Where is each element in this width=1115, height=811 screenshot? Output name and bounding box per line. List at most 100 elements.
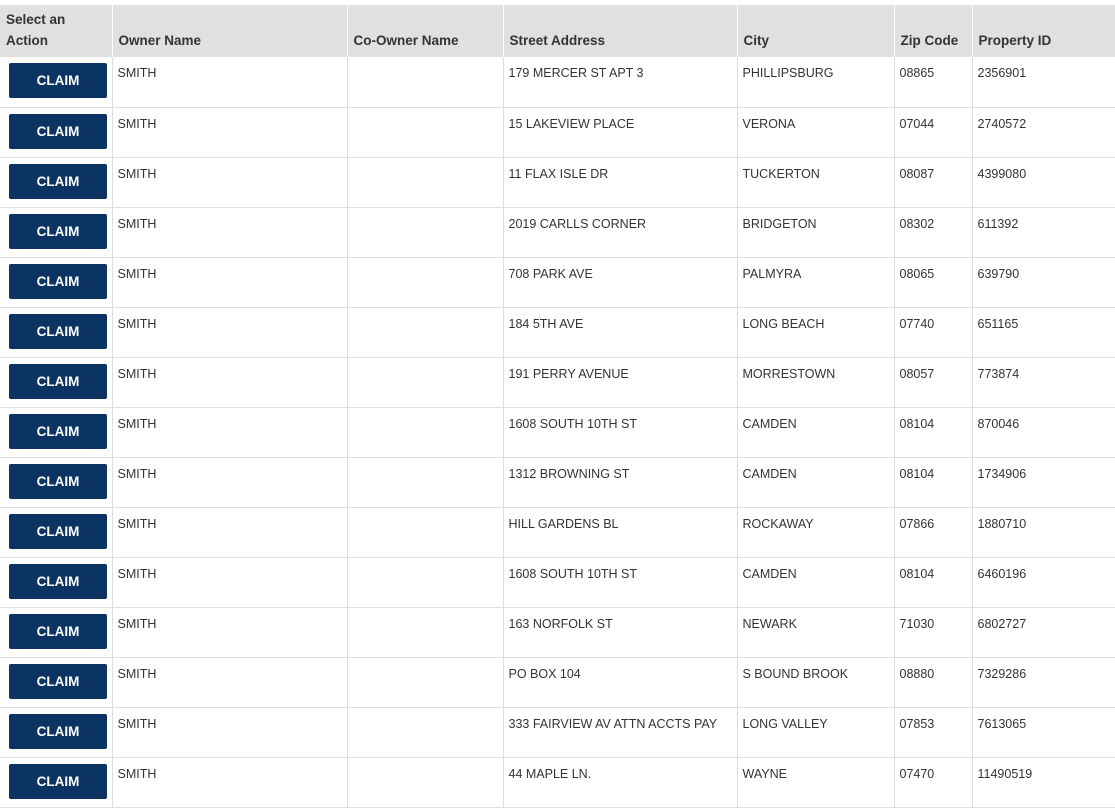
owner-name-cell: SMITH bbox=[112, 357, 348, 408]
street-address-cell: 191 PERRY AVENUE bbox=[503, 357, 738, 408]
city-cell: NEWARK bbox=[737, 607, 895, 658]
table-head: Select an Action Owner Name Co-Owner Name S… bbox=[0, 5, 1115, 57]
co-owner-name-cell bbox=[347, 557, 504, 608]
column-header: Property ID bbox=[972, 5, 1115, 57]
table-row: CLAIM SMITH 1608 SOUTH 10TH ST CAMDEN 08104 6… bbox=[0, 557, 1115, 608]
zip-code-cell: 08302 bbox=[894, 207, 973, 258]
owner-name-cell: SMITH bbox=[112, 57, 348, 108]
zip-code-cell: 07740 bbox=[894, 307, 973, 358]
street-address-cell: HILL GARDENS BL bbox=[503, 507, 738, 558]
city-cell: WAYNE bbox=[737, 757, 895, 808]
owner-name-cell: SMITH bbox=[112, 507, 348, 558]
table-row: CLAIM SMITH 191 PERRY AVENUE MORRESTOWN 0805… bbox=[0, 357, 1115, 408]
action-cell: CLAIM bbox=[0, 457, 113, 508]
claim-button[interactable]: CLAIM bbox=[9, 213, 107, 249]
claim-button[interactable]: CLAIM bbox=[9, 513, 107, 549]
city-cell: PHILLIPSBURG bbox=[737, 57, 895, 108]
co-owner-name-cell bbox=[347, 457, 504, 508]
street-address-cell: 15 LAKEVIEW PLACE bbox=[503, 107, 738, 158]
claim-button[interactable]: CLAIM bbox=[9, 363, 107, 399]
city-cell: BRIDGETON bbox=[737, 207, 895, 258]
claim-button[interactable]: CLAIM bbox=[9, 63, 107, 98]
claim-button[interactable]: CLAIM bbox=[9, 463, 107, 499]
claim-button[interactable]: CLAIM bbox=[9, 263, 107, 299]
table-row: CLAIM SMITH 163 NORFOLK ST NEWARK 71030 68027… bbox=[0, 607, 1115, 658]
zip-code-cell: 08104 bbox=[894, 557, 973, 608]
action-cell: CLAIM bbox=[0, 157, 113, 208]
street-address-cell: 11 FLAX ISLE DR bbox=[503, 157, 738, 208]
owner-name-cell: SMITH bbox=[112, 157, 348, 208]
table-row: CLAIM SMITH 184 5TH AVE LONG BEACH 07740 6511… bbox=[0, 307, 1115, 358]
zip-code-cell: 07866 bbox=[894, 507, 973, 558]
street-address-cell: 184 5TH AVE bbox=[503, 307, 738, 358]
zip-code-cell: 08104 bbox=[894, 407, 973, 458]
claim-button[interactable]: CLAIM bbox=[9, 713, 107, 749]
owner-name-cell: SMITH bbox=[112, 457, 348, 508]
claim-button[interactable]: CLAIM bbox=[9, 113, 107, 149]
zip-code-cell: 07853 bbox=[894, 707, 973, 758]
action-cell: CLAIM bbox=[0, 657, 113, 708]
action-cell: CLAIM bbox=[0, 207, 113, 258]
city-cell: TUCKERTON bbox=[737, 157, 895, 208]
claim-button[interactable]: CLAIM bbox=[9, 163, 107, 199]
claim-button[interactable]: CLAIM bbox=[9, 763, 107, 799]
street-address-cell: 1608 SOUTH 10TH ST bbox=[503, 557, 738, 608]
street-address-cell: 333 FAIRVIEW AV ATTN ACCTS PAY bbox=[503, 707, 738, 758]
co-owner-name-cell bbox=[347, 357, 504, 408]
street-address-cell: 708 PARK AVE bbox=[503, 257, 738, 308]
property-id-cell: 651165 bbox=[972, 307, 1115, 358]
property-id-cell: 7613065 bbox=[972, 707, 1115, 758]
property-id-cell: 639790 bbox=[972, 257, 1115, 308]
claim-button[interactable]: CLAIM bbox=[9, 413, 107, 449]
zip-code-cell: 08057 bbox=[894, 357, 973, 408]
action-cell: CLAIM bbox=[0, 757, 113, 808]
city-cell: CAMDEN bbox=[737, 407, 895, 458]
claim-button[interactable]: CLAIM bbox=[9, 663, 107, 699]
zip-code-cell: 07470 bbox=[894, 757, 973, 808]
co-owner-name-cell bbox=[347, 207, 504, 258]
zip-code-cell: 08065 bbox=[894, 257, 973, 308]
table-row: CLAIM SMITH 44 MAPLE LN. WAYNE 07470 11490519 bbox=[0, 757, 1115, 808]
owner-name-cell: SMITH bbox=[112, 707, 348, 758]
property-id-cell: 7329286 bbox=[972, 657, 1115, 708]
property-id-cell: 1880710 bbox=[972, 507, 1115, 558]
zip-code-cell: 07044 bbox=[894, 107, 973, 158]
table-row: CLAIM SMITH 179 MERCER ST APT 3 PHILLIPSBUR… bbox=[0, 57, 1115, 108]
co-owner-name-cell bbox=[347, 757, 504, 808]
table-row: CLAIM SMITH 1312 BROWNING ST CAMDEN 08104 173… bbox=[0, 457, 1115, 508]
claim-button[interactable]: CLAIM bbox=[9, 313, 107, 349]
property-id-cell: 870046 bbox=[972, 407, 1115, 458]
action-cell: CLAIM bbox=[0, 257, 113, 308]
property-id-cell: 2356901 bbox=[972, 57, 1115, 108]
column-header: Co-Owner Name bbox=[347, 5, 504, 57]
zip-code-cell: 71030 bbox=[894, 607, 973, 658]
city-cell: MORRESTOWN bbox=[737, 357, 895, 408]
property-id-cell: 1734906 bbox=[972, 457, 1115, 508]
property-id-cell: 773874 bbox=[972, 357, 1115, 408]
action-cell: CLAIM bbox=[0, 607, 113, 658]
street-address-cell: 1312 BROWNING ST bbox=[503, 457, 738, 508]
table-body: CLAIM SMITH 179 MERCER ST APT 3 PHILLIPSBUR… bbox=[0, 57, 1115, 808]
zip-code-cell: 08104 bbox=[894, 457, 973, 508]
column-header: Street Address bbox=[503, 5, 738, 57]
city-cell: ROCKAWAY bbox=[737, 507, 895, 558]
column-header: Zip Code bbox=[894, 5, 973, 57]
claim-button[interactable]: CLAIM bbox=[9, 613, 107, 649]
property-id-cell: 11490519 bbox=[972, 757, 1115, 808]
table-row: CLAIM SMITH 11 FLAX ISLE DR TUCKERTON 08087 4… bbox=[0, 157, 1115, 208]
co-owner-name-cell bbox=[347, 307, 504, 358]
owner-name-cell: SMITH bbox=[112, 657, 348, 708]
property-id-cell: 611392 bbox=[972, 207, 1115, 258]
owner-name-cell: SMITH bbox=[112, 757, 348, 808]
street-address-cell: 179 MERCER ST APT 3 bbox=[503, 57, 738, 108]
action-cell: CLAIM bbox=[0, 407, 113, 458]
table-row: CLAIM SMITH 2019 CARLLS CORNER BRIDGETON 083… bbox=[0, 207, 1115, 258]
claim-button[interactable]: CLAIM bbox=[9, 563, 107, 599]
property-id-cell: 4399080 bbox=[972, 157, 1115, 208]
co-owner-name-cell bbox=[347, 407, 504, 458]
owner-name-cell: SMITH bbox=[112, 607, 348, 658]
city-cell: VERONA bbox=[737, 107, 895, 158]
header-row: Select an Action Owner Name Co-Owner Name S… bbox=[0, 5, 1115, 57]
